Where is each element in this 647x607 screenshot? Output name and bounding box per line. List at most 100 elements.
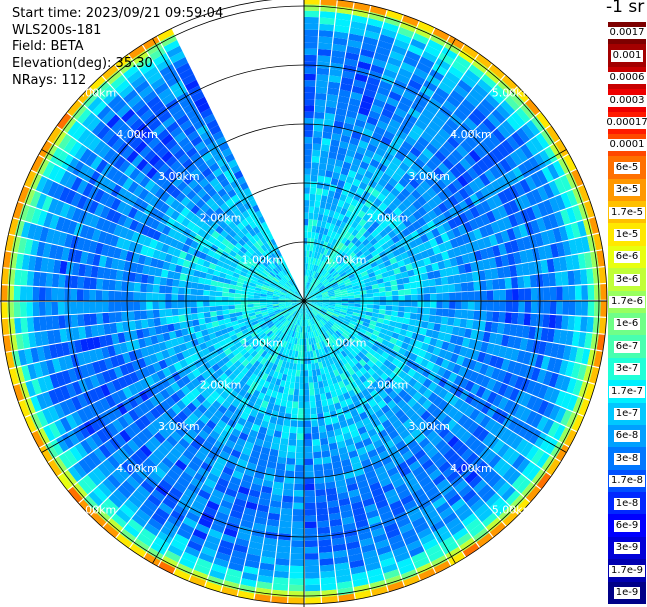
range-gate-cell	[520, 378, 531, 392]
range-gate-cell	[405, 477, 419, 489]
range-gate-cell	[291, 407, 298, 415]
range-gate-cell	[324, 331, 330, 339]
range-gate-cell	[274, 358, 280, 366]
range-gate-cell	[548, 314, 557, 329]
range-gate-cell	[508, 214, 519, 228]
range-gate-cell	[330, 363, 337, 371]
range-gate-cell	[372, 98, 386, 109]
range-gate-cell	[355, 362, 363, 370]
range-gate-cell	[550, 243, 559, 258]
range-gate-cell	[309, 325, 313, 332]
range-gate-cell	[246, 553, 261, 563]
range-gate-cell	[308, 219, 313, 226]
range-gate-cell	[309, 283, 314, 290]
range-gate-cell	[371, 312, 379, 318]
range-gate-cell	[276, 552, 290, 560]
range-gate-cell	[388, 119, 401, 130]
range-gate-cell	[335, 301, 342, 303]
range-gate-cell	[378, 309, 386, 315]
range-gate-cell	[310, 277, 314, 284]
range-gate-cell	[296, 312, 300, 319]
range-gate-cell	[32, 302, 40, 317]
range-gate-cell	[221, 533, 236, 544]
range-gate-cell	[171, 308, 179, 316]
range-gate-cell	[463, 221, 473, 233]
range-gate-cell	[511, 131, 525, 147]
range-gate-cell	[443, 259, 452, 269]
range-gate-cell	[421, 321, 429, 329]
range-gate-cell	[446, 470, 460, 483]
range-gate-cell	[147, 275, 155, 284]
range-gate-cell	[320, 4, 337, 13]
range-gate-cell	[307, 312, 311, 320]
range-gate-cell	[392, 344, 401, 353]
range-gate-cell	[316, 302, 323, 305]
range-gate-cell	[491, 407, 503, 422]
range-gate-cell	[442, 308, 449, 317]
range-gate-cell	[467, 301, 475, 310]
range-gate-cell	[309, 293, 315, 298]
range-gate-cell	[314, 279, 319, 286]
range-gate-cell	[581, 285, 589, 300]
range-gate-cell	[432, 346, 441, 356]
range-gate-cell	[333, 340, 340, 348]
range-gate-cell	[409, 353, 418, 362]
range-gate-cell	[327, 309, 334, 313]
range-gate-cell	[185, 320, 194, 328]
range-gate-cell	[327, 266, 334, 273]
range-gate-cell	[571, 414, 584, 432]
range-gate-cell	[391, 290, 399, 296]
range-gate-cell	[248, 456, 259, 465]
range-gate-cell	[430, 155, 442, 167]
range-gate-cell	[371, 344, 379, 352]
range-gate-cell	[108, 279, 116, 291]
range-gate-cell	[364, 122, 376, 132]
range-gate-cell	[198, 552, 215, 564]
range-gate-cell	[561, 315, 569, 330]
range-gate-cell	[179, 273, 187, 281]
range-gate-cell	[19, 286, 27, 301]
range-gate-cell	[481, 74, 497, 89]
range-gate-cell	[323, 469, 334, 477]
range-gate-cell	[537, 287, 544, 301]
range-gate-cell	[482, 118, 497, 132]
range-gate-cell	[305, 546, 319, 554]
range-gate-cell	[45, 273, 53, 287]
range-gate-cell	[385, 330, 394, 337]
range-gate-cell	[235, 537, 250, 548]
range-gate-cell	[362, 549, 378, 560]
range-gate-cell	[254, 438, 264, 447]
range-gate-cell	[397, 284, 405, 290]
range-gate-cell	[286, 457, 296, 465]
range-gate-cell	[465, 452, 479, 466]
range-gate-cell	[338, 269, 346, 276]
range-gate-cell	[331, 314, 339, 320]
range-gate-cell	[486, 210, 497, 223]
range-gate-cell	[506, 135, 520, 151]
range-gate-cell	[379, 80, 393, 91]
range-gate-cell	[429, 171, 440, 183]
range-gate-cell	[537, 400, 549, 416]
range-gate-cell	[398, 212, 408, 222]
range-gate-cell	[309, 318, 313, 326]
range-gate-cell	[455, 426, 467, 440]
range-gate-cell	[315, 323, 320, 330]
range-gate-cell	[379, 34, 395, 45]
range-gate-cell	[311, 270, 315, 278]
range-gate-cell	[575, 347, 584, 364]
range-gate-cell	[559, 360, 569, 376]
range-gate-cell	[427, 209, 438, 220]
range-gate-cell	[341, 332, 349, 339]
range-gate-cell	[306, 289, 310, 296]
range-gate-cell	[377, 282, 385, 288]
range-gate-cell	[257, 392, 266, 401]
range-gate-cell	[358, 485, 371, 495]
range-gate-cell	[309, 200, 315, 207]
range-gate-cell	[431, 330, 440, 339]
range-gate-cell	[203, 312, 211, 318]
range-gate-cell	[427, 39, 444, 52]
range-gate-cell	[315, 400, 322, 408]
range-gate-cell	[509, 324, 518, 337]
range-gate-cell	[344, 315, 352, 321]
range-gate-cell	[333, 165, 342, 174]
